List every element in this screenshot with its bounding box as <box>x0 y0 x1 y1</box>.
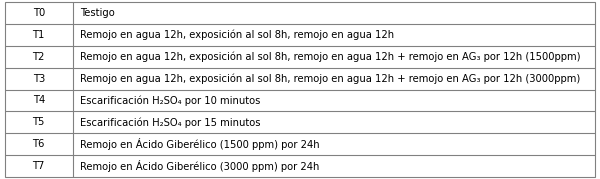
Text: Remojo en agua 12h, exposición al sol 8h, remojo en agua 12h + remojo en AG₃ por: Remojo en agua 12h, exposición al sol 8h… <box>80 51 580 62</box>
Text: T0: T0 <box>32 8 45 18</box>
Text: Remojo en Ácido Giberélico (3000 ppm) por 24h: Remojo en Ácido Giberélico (3000 ppm) po… <box>80 160 319 172</box>
Text: T1: T1 <box>32 30 45 40</box>
Text: T6: T6 <box>32 139 45 149</box>
Text: T7: T7 <box>32 161 45 171</box>
Text: T5: T5 <box>32 117 45 127</box>
Text: Remojo en agua 12h, exposición al sol 8h, remojo en agua 12h: Remojo en agua 12h, exposición al sol 8h… <box>80 29 394 40</box>
Text: T4: T4 <box>32 95 45 105</box>
Text: T3: T3 <box>32 74 45 84</box>
Text: T2: T2 <box>32 52 45 62</box>
Text: Escarificación H₂SO₄ por 10 minutos: Escarificación H₂SO₄ por 10 minutos <box>80 95 260 106</box>
Text: Remojo en Ácido Giberélico (1500 ppm) por 24h: Remojo en Ácido Giberélico (1500 ppm) po… <box>80 138 319 150</box>
Text: Remojo en agua 12h, exposición al sol 8h, remojo en agua 12h + remojo en AG₃ por: Remojo en agua 12h, exposición al sol 8h… <box>80 73 580 84</box>
Text: Escarificación H₂SO₄ por 15 minutos: Escarificación H₂SO₄ por 15 minutos <box>80 117 260 128</box>
Text: Testigo: Testigo <box>80 8 115 18</box>
